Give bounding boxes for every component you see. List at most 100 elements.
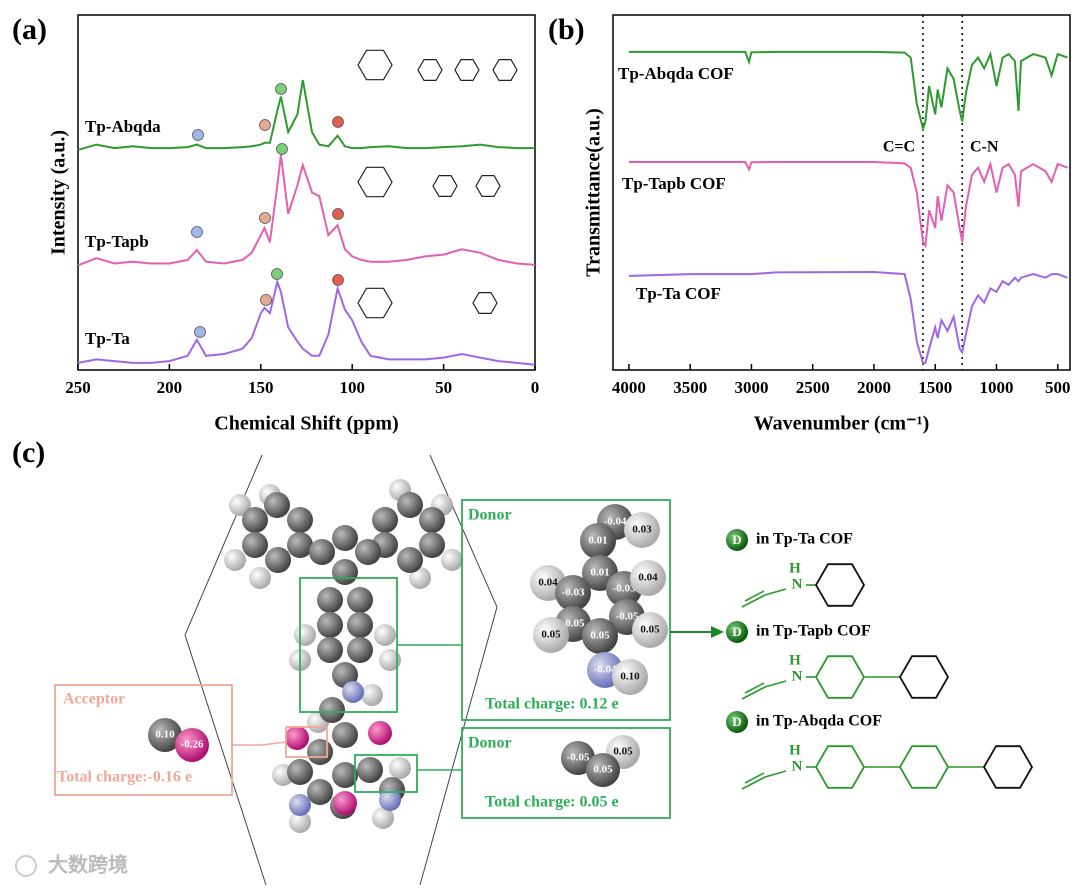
atom-symbol: N [792,576,803,592]
series-label: Tp-Abqda COF [618,64,734,83]
atom [580,523,616,559]
atom [249,567,271,589]
atom-charge: -0.04 [604,516,627,528]
atom [347,587,373,613]
atom [397,547,423,573]
atom [332,525,358,551]
atom [148,718,182,752]
highlight-box [354,754,418,793]
ring [492,58,518,82]
series-label: Tp-Abqda [85,117,161,136]
atom [229,494,251,516]
series-label: Tp-Tapb COF [622,174,726,193]
atom [379,649,401,671]
atom [368,721,392,745]
box-total: Total charge: 0.05 e [485,794,619,811]
atom [389,757,411,779]
atom [319,697,345,723]
atom-symbol: H [789,742,801,758]
badge [726,711,748,733]
donor-box [461,727,671,819]
box-title: Donor [468,735,512,752]
badge [726,529,748,551]
watermark-icon [15,855,37,877]
atom [632,612,668,648]
atom [630,560,666,596]
x-tick-label: 4000 [612,378,646,397]
atom-charge: -0.05 [562,618,585,630]
atom [332,559,358,585]
atom [409,567,431,589]
ring [357,49,393,81]
ring [814,655,866,699]
spectrum [77,79,535,151]
atom [333,791,357,815]
peak-marker [260,294,272,306]
spectrum [628,160,1068,249]
atom [309,539,335,565]
ring [472,292,498,314]
atom [242,532,268,558]
acceptor-box [54,684,233,796]
ring [898,655,950,699]
x-tick-label: 200 [157,378,183,397]
bond [741,770,787,790]
atom [342,681,364,703]
atom-symbol: N [792,668,803,684]
spectrum [628,270,1068,364]
connector [232,741,287,746]
atom-charge: 0.01 [588,535,607,547]
y-axis-label: Transmittance(a.u.) [583,108,605,277]
bond [744,772,765,784]
atom [612,659,648,695]
atom-charge: 0.05 [590,630,610,642]
atom [332,762,358,788]
peak-marker [332,274,344,286]
badge-letter: D [732,714,741,729]
x-tick-label: 1000 [979,378,1013,397]
ring [357,166,393,198]
atom [419,507,445,533]
atom [419,532,445,558]
atom-charge: 0.05 [640,624,660,636]
x-tick-label: 150 [248,378,274,397]
atom [294,624,316,646]
x-tick-label: 3500 [673,378,707,397]
peak-marker [259,119,271,131]
atom [224,549,246,571]
atom [317,587,343,613]
atom-charge: 0.05 [541,629,561,641]
panel-label: (c) [12,436,45,469]
badge [726,621,748,643]
peak-marker [276,143,288,155]
atom-charge: 0.10 [155,729,175,741]
atom [264,492,290,518]
atom [357,757,383,783]
atom-charge: 0.10 [620,671,640,683]
x-axis-label: Wavenumber (cm⁻¹) [754,413,930,435]
atom-charge: -0.05 [567,752,590,764]
ring [982,745,1034,789]
x-tick-label: 2000 [857,378,891,397]
atom [347,637,373,663]
bond [741,588,787,608]
atom [289,794,311,816]
ring [475,175,501,197]
ring [454,58,480,82]
series-label: Tp-Tapb [85,232,149,251]
arrow-head [711,626,724,638]
ring [814,745,866,789]
x-tick-label: 2500 [796,378,830,397]
fragment-label: in Tp-Ta COF [756,531,853,548]
peak-marker [259,212,271,224]
atom [287,759,313,785]
ring [417,58,443,82]
fragment-label: in Tp-Abqda COF [756,713,882,730]
atom-charge: 0.04 [638,572,658,584]
atom-charge: -0.03 [562,587,585,599]
atom-charge: 0.04 [538,577,558,589]
x-tick-label: 1500 [918,378,952,397]
badge-letter: D [732,624,741,639]
atom-charge: -0.03 [613,583,636,595]
